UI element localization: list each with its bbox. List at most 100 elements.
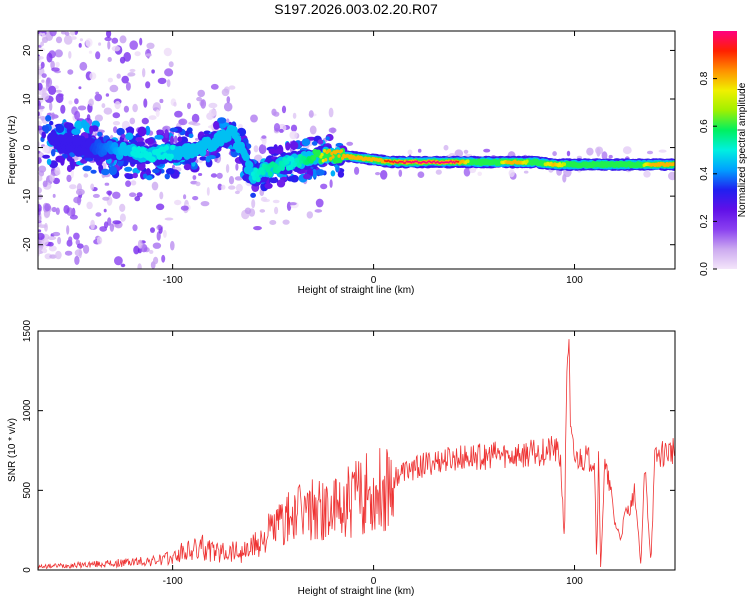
heatmap-speckle xyxy=(259,209,266,213)
heatmap-speckle xyxy=(288,202,297,206)
heatmap-ridge xyxy=(168,153,174,160)
heatmap-ridge xyxy=(339,149,343,153)
heatmap-blob xyxy=(124,166,133,172)
heatmap-speckle xyxy=(42,145,50,154)
heatmap-speckle xyxy=(417,148,422,153)
heatmap-blob xyxy=(208,155,216,160)
heatmap-speckle xyxy=(157,224,162,229)
heatmap-ridge xyxy=(331,155,335,159)
heatmap-blob xyxy=(311,141,318,146)
colorbar-tick-label: 0.8 xyxy=(699,71,710,85)
heatmap-blob xyxy=(80,119,88,129)
heatmap-ridge xyxy=(267,171,273,177)
heatmap-speckle xyxy=(70,36,77,40)
heatmap-speckle xyxy=(156,231,161,241)
heatmap-speckle xyxy=(191,113,200,123)
heatmap-speckle xyxy=(192,196,199,201)
heatmap-speckle xyxy=(79,61,88,71)
heatmap-speckle xyxy=(74,255,80,265)
heatmap-blob xyxy=(145,138,155,145)
heatmap-ridge xyxy=(426,161,428,164)
heatmap-speckle xyxy=(149,249,154,254)
heatmap-blob xyxy=(64,122,74,129)
heatmap-blob xyxy=(60,156,65,166)
heatmap-speckle xyxy=(132,224,138,232)
snr-y-axis-label: SNR (10 * v/v) xyxy=(7,418,18,482)
heatmap-speckle xyxy=(113,126,118,134)
heatmap-speckle xyxy=(68,100,73,105)
heatmap-speckle xyxy=(320,183,328,190)
heatmap-speckle xyxy=(40,61,45,69)
heatmap-speckle xyxy=(258,144,267,155)
heatmap-speckle xyxy=(129,192,137,197)
heatmap-speckle xyxy=(244,207,252,215)
heatmap-blob xyxy=(301,138,311,147)
heatmap-speckle xyxy=(38,31,41,35)
heatmap-speckle xyxy=(552,151,557,157)
heatmap-blob xyxy=(43,125,50,134)
heatmap-ridge xyxy=(147,151,153,158)
heatmap-blob xyxy=(90,169,97,174)
heatmap-speckle xyxy=(42,180,48,188)
heatmap-speckle xyxy=(253,145,259,153)
heatmap-speckle xyxy=(38,74,42,80)
colorbar-tick-label: 0.0 xyxy=(699,262,710,276)
heatmap-speckle xyxy=(306,211,313,219)
heatmap-ridge xyxy=(672,162,675,166)
heatmap-blob xyxy=(101,168,110,176)
heatmap-speckle xyxy=(136,192,143,198)
heatmap-ridge xyxy=(416,160,419,163)
heatmap-speckle xyxy=(119,213,126,222)
heatmap-blob xyxy=(97,131,103,137)
heatmap-ridge xyxy=(246,161,254,170)
heatmap-speckle xyxy=(234,176,243,181)
heatmap-blob xyxy=(145,125,151,136)
y-tick-label: 1000 xyxy=(22,399,33,422)
heatmap-speckle xyxy=(595,146,604,155)
heatmap-ridge xyxy=(453,161,456,164)
heatmap-speckle xyxy=(79,38,83,42)
heatmap-speckle xyxy=(38,232,45,240)
heatmap-speckle xyxy=(174,110,183,118)
heatmap-speckle xyxy=(78,86,82,90)
heatmap-speckle xyxy=(380,170,388,180)
x-tick-label: 100 xyxy=(566,275,583,286)
heatmap-speckle xyxy=(272,199,280,204)
heatmap-speckle xyxy=(173,135,178,144)
heatmap-speckle xyxy=(45,77,53,88)
heatmap-speckle xyxy=(47,236,57,241)
heatmap-speckle xyxy=(125,82,131,91)
heatmap-speckle xyxy=(228,85,236,90)
heatmap-speckle xyxy=(51,112,55,120)
heatmap-blob xyxy=(125,127,135,132)
heatmap-ridge xyxy=(336,149,340,154)
y-tick-label: 500 xyxy=(22,482,33,499)
heatmap-speckle xyxy=(137,263,142,269)
heatmap-speckle xyxy=(96,236,103,245)
heatmap-blob xyxy=(45,115,52,122)
heatmap-blob xyxy=(303,173,311,180)
heatmap-speckle xyxy=(114,256,123,266)
heatmap-speckle xyxy=(206,187,210,196)
heatmap-speckle xyxy=(195,137,200,141)
heatmap-speckle xyxy=(668,171,675,181)
heatmap-speckle xyxy=(51,67,60,72)
heatmap-speckle xyxy=(95,51,101,60)
heatmap-speckle xyxy=(63,35,73,45)
heatmap-ridge xyxy=(156,154,162,160)
heatmap-speckle xyxy=(44,203,51,212)
heatmap-speckle xyxy=(523,170,529,174)
heatmap-blob xyxy=(273,149,284,154)
heatmap-speckle xyxy=(38,224,48,228)
heatmap-speckle xyxy=(398,169,403,177)
colorbar-gradient xyxy=(713,31,737,269)
heatmap-speckle xyxy=(55,207,60,215)
heatmap-speckle xyxy=(38,214,42,222)
heatmap-speckle xyxy=(289,130,298,140)
heatmap-blob xyxy=(125,132,134,141)
heatmap-speckle xyxy=(38,193,43,200)
heatmap-speckle xyxy=(170,240,175,251)
x-tick-label: 0 xyxy=(371,576,377,587)
heatmap-speckle xyxy=(104,182,110,186)
heatmap-speckle xyxy=(49,31,57,37)
